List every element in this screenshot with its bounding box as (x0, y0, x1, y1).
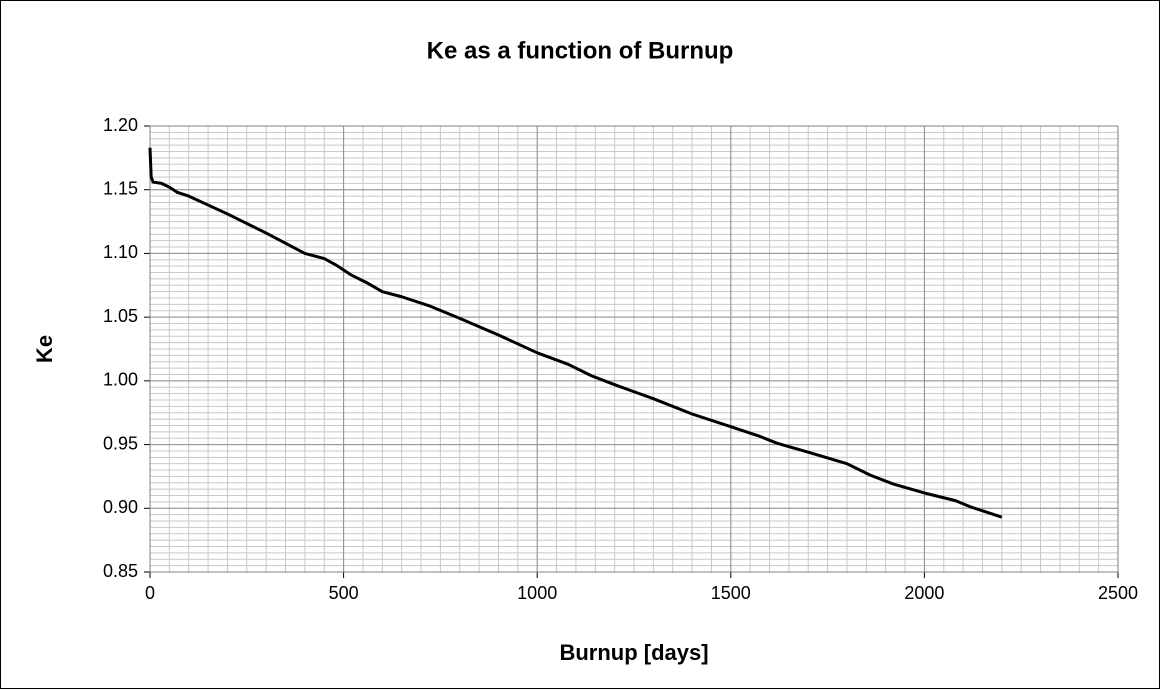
y-tick-label: 0.85 (103, 561, 138, 581)
chart-title: Ke as a function of Burnup (427, 37, 734, 64)
y-tick-label: 1.00 (103, 370, 138, 390)
y-tick-label: 0.95 (103, 433, 138, 453)
y-tick-label: 1.05 (103, 306, 138, 326)
y-tick-label: 1.20 (103, 115, 138, 135)
line-series (148, 147, 1003, 519)
x-axis-title: Burnup [days] (559, 640, 708, 665)
y-tick-label: 1.10 (103, 242, 138, 262)
x-tick-label: 2000 (904, 583, 944, 603)
y-tick-label: 1.15 (103, 178, 138, 198)
x-tick-label: 0 (145, 583, 155, 603)
y-axis-title: Ke (32, 335, 57, 363)
x-tick-label: 1000 (517, 583, 557, 603)
y-tick-label: 0.90 (103, 497, 138, 517)
x-tick-label: 2500 (1098, 583, 1138, 603)
x-tick-label: 500 (329, 583, 359, 603)
x-tick-label: 1500 (711, 583, 751, 603)
plot-area-border (149, 125, 1119, 573)
